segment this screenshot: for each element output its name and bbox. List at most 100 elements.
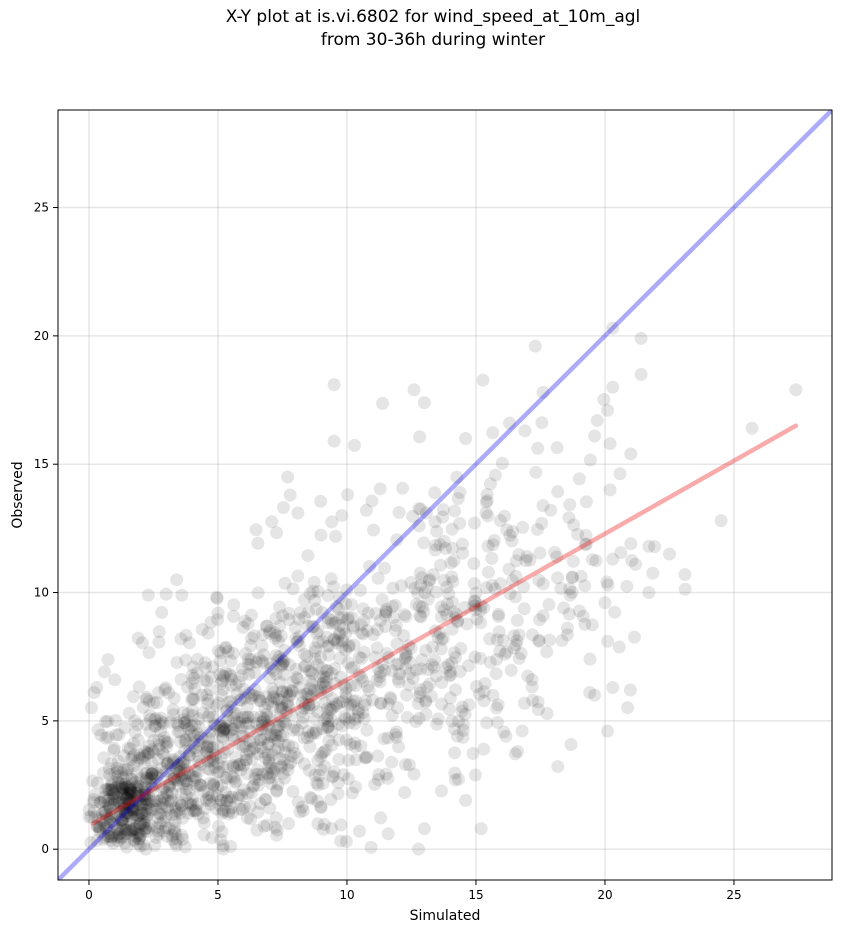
scatter-point: [131, 828, 145, 842]
scatter-point: [237, 758, 251, 772]
scatter-point: [91, 819, 105, 833]
scatter-point: [160, 786, 174, 800]
scatter-point: [316, 777, 330, 791]
scatter-point: [152, 742, 166, 756]
scatter-point: [295, 696, 309, 710]
scatter-point: [301, 605, 315, 619]
scatter-point: [543, 633, 557, 647]
scatter-point: [235, 662, 249, 676]
scatter-point: [429, 585, 443, 599]
scatter-point: [403, 667, 417, 681]
scatter-point: [458, 707, 472, 721]
scatter-point: [112, 779, 126, 793]
scatter-point: [133, 839, 147, 853]
scatter-point: [507, 641, 521, 655]
scatter-point: [264, 728, 278, 742]
scatter-point: [194, 779, 208, 793]
scatter-point: [117, 749, 131, 763]
scatter-point: [268, 743, 282, 757]
scatter-point: [370, 623, 384, 637]
scatter-point: [144, 779, 158, 793]
scatter-point: [606, 681, 620, 694]
scatter-point: [381, 731, 395, 745]
scatter-point: [215, 674, 229, 688]
scatter-point: [314, 800, 328, 814]
scatter-point: [220, 759, 234, 773]
scatter-point: [264, 712, 278, 726]
scatter-point: [101, 829, 115, 843]
scatter-point: [608, 605, 622, 619]
scatter-point: [411, 697, 425, 711]
scatter-point: [228, 707, 242, 721]
scatter-point: [171, 778, 185, 792]
scatter-point: [115, 781, 129, 795]
scatter-point: [224, 669, 238, 683]
scatter-point: [317, 745, 331, 759]
scatter-point: [238, 711, 252, 725]
scatter-point: [486, 688, 500, 702]
scatter-point: [269, 629, 283, 643]
scatter-point: [201, 762, 215, 776]
scatter-point: [148, 838, 162, 852]
scatter-point: [351, 705, 365, 719]
scatter-point: [142, 746, 156, 760]
scatter-point: [273, 619, 287, 633]
scatter-point: [301, 549, 315, 563]
scatter-point: [244, 639, 258, 653]
scatter-point: [512, 548, 526, 562]
scatter-point: [233, 758, 247, 772]
scatter-point: [103, 801, 117, 815]
scatter-point: [390, 533, 404, 547]
scatter-point: [302, 698, 316, 712]
scatter-point: [329, 600, 343, 614]
scatter-point: [483, 655, 497, 669]
scatter-point: [117, 803, 131, 817]
scatter-point: [495, 456, 509, 470]
scatter-point: [138, 788, 152, 802]
scatter-point: [114, 822, 128, 836]
scatter-point: [272, 650, 286, 664]
scatter-point: [488, 582, 502, 596]
scatter-point: [265, 748, 279, 762]
scatter-point: [322, 639, 336, 653]
scatter-point: [107, 741, 121, 755]
scatter-point: [536, 499, 550, 513]
scatter-point: [334, 834, 348, 848]
scatter-point: [206, 754, 220, 768]
scatter-point: [302, 697, 316, 711]
scatter-point: [315, 605, 329, 619]
scatter-point: [354, 670, 368, 684]
scatter-point: [167, 691, 181, 705]
scatter-point: [339, 733, 353, 747]
scatter-point: [385, 664, 399, 678]
scatter-point: [166, 708, 180, 722]
scatter-point: [185, 668, 199, 682]
scatter-point: [261, 748, 275, 762]
scatter-point: [121, 787, 135, 801]
scatter-point: [109, 713, 123, 727]
scatter-point: [468, 768, 482, 782]
scatter-point: [111, 822, 125, 836]
scatter-point: [223, 667, 237, 681]
scatter-point: [140, 787, 154, 801]
scatter-point: [446, 575, 460, 589]
scatter-point: [134, 806, 148, 820]
scatter-point: [510, 634, 524, 648]
scatter-point: [339, 627, 353, 641]
scatter-point: [126, 803, 140, 817]
scatter-point: [276, 500, 290, 514]
scatter-point: [103, 815, 117, 829]
scatter-point: [574, 569, 588, 583]
scatter-point: [115, 786, 129, 800]
scatter-point: [490, 701, 504, 715]
scatter-point: [267, 686, 281, 700]
scatter-point: [138, 792, 152, 806]
scatter-point: [431, 630, 445, 644]
scatter-point: [157, 730, 171, 744]
scatter-point: [578, 538, 592, 552]
scatter-point: [533, 613, 547, 627]
plot-frame: [57, 109, 833, 881]
scatter-point: [565, 571, 579, 585]
scatter-point: [385, 599, 399, 613]
scatter-point: [274, 652, 288, 666]
